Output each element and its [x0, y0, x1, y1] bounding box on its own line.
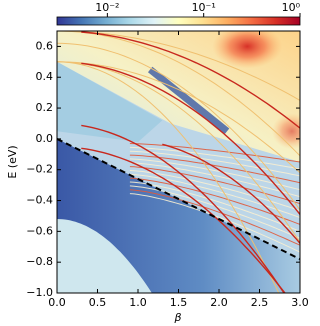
x-tick-label: 1.0	[129, 296, 147, 309]
heatmap-line	[129, 193, 300, 253]
colorbar	[56, 16, 301, 26]
heatmap-line	[81, 31, 300, 129]
heatmap-line	[57, 61, 280, 293]
x-tick-label: 0.5	[89, 296, 107, 309]
heatmap-region	[57, 61, 163, 142]
heatmap-line	[57, 42, 300, 211]
heatmap-line	[81, 62, 300, 215]
heatmap	[57, 31, 300, 293]
y-tick-label: 0.2	[36, 101, 54, 114]
heatmap-line	[129, 189, 300, 246]
heatmap-line	[129, 166, 300, 205]
heatmap-hotspot	[271, 113, 300, 150]
colorbar-tick-label: 10⁰	[282, 1, 301, 14]
y-tick-label: −0.8	[26, 255, 53, 268]
heatmap-line	[129, 150, 300, 177]
x-tick-label: 3.0	[291, 296, 309, 309]
colorbar-tick-label: 10⁻²	[95, 1, 119, 14]
y-tick-label: −0.4	[26, 194, 53, 207]
x-tick-label: 2.5	[251, 296, 269, 309]
heatmap-line	[129, 173, 300, 218]
line	[57, 138, 300, 260]
heatmap-line	[129, 170, 300, 211]
heatmap-line	[129, 146, 300, 170]
x-tick-label: 2.0	[210, 296, 228, 309]
heatmap-line	[81, 124, 285, 293]
y-tick-label: 0.6	[36, 39, 54, 52]
heatmap-line	[129, 162, 300, 198]
heatmap-region	[57, 219, 152, 293]
colorbar-tick-label: 10⁻¹	[192, 1, 216, 14]
heatmap-line	[57, 61, 300, 243]
heatmap-line	[129, 177, 300, 225]
y-tick-label: 0.4	[36, 70, 54, 83]
y-tick-label: −0.2	[26, 163, 53, 176]
heatmap-line	[129, 143, 300, 163]
heatmap-line	[162, 143, 300, 244]
y-tick-label: −1.0	[26, 286, 53, 299]
y-tick-label: −0.6	[26, 224, 53, 237]
heatmap-line	[129, 181, 300, 232]
chart: 0.0 0.5 1.0 1.5 2.0 2.5 3.0 −1.0 −0.8 −0.6 −0.4 −0.…	[6, 1, 309, 324]
x-tick-label: 1.5	[170, 296, 188, 309]
heatmap-line	[81, 147, 286, 293]
heatmap-hotspot	[212, 31, 283, 69]
x-axis-label: β	[173, 311, 181, 324]
heatmap-line	[57, 61, 300, 174]
heatmap-streak	[147, 66, 230, 134]
x-tick-label: 0.0	[48, 296, 66, 309]
heatmap-line	[129, 158, 300, 191]
y-axis-label: E (eV)	[6, 145, 19, 178]
y-tick-label: 0.0	[36, 132, 54, 145]
